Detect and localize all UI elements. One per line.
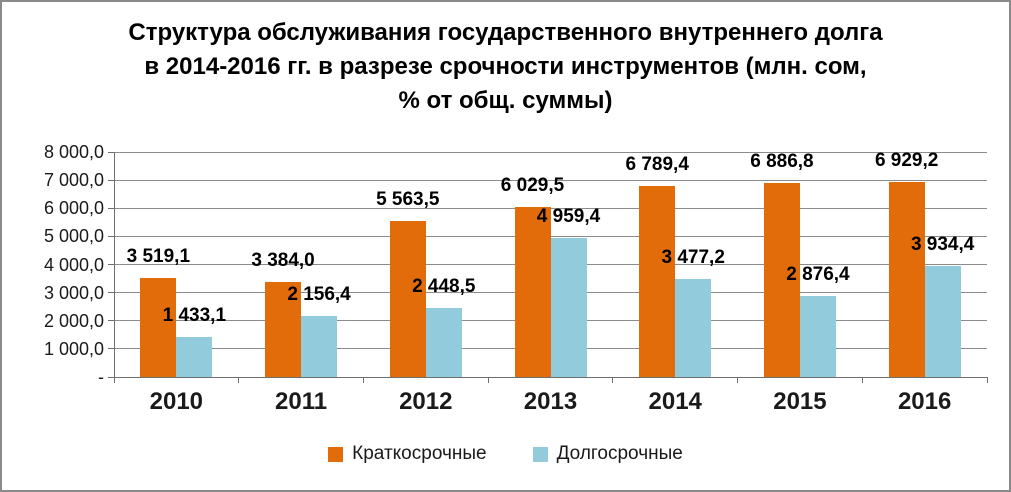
chart-title: Структура обслуживания государственного … (2, 16, 1009, 118)
chart-title-line-2: в 2014-2016 гг. в разрезе срочности инст… (144, 53, 867, 80)
bar-short-term (639, 186, 676, 377)
bar-short-term (888, 182, 925, 377)
x-axis-category-label: 2015 (773, 388, 827, 415)
y-axis-tick (108, 235, 114, 237)
data-label: 2 876,4 (786, 264, 850, 286)
x-axis-tick (362, 377, 364, 383)
x-axis-tick (737, 377, 739, 383)
x-axis-tick (238, 377, 240, 383)
y-axis-tick (108, 207, 114, 209)
data-label: 6 886,8 (750, 151, 814, 173)
data-label: 4 959,4 (536, 205, 601, 227)
x-axis-tick (113, 377, 115, 383)
bar-long-term (799, 296, 836, 377)
x-axis-category-label: 2011 (275, 388, 328, 415)
data-label: 5 563,5 (376, 188, 440, 210)
x-axis-tick (861, 377, 863, 383)
bar-long-term (176, 336, 213, 377)
data-label: 2 448,5 (412, 276, 476, 298)
bar-short-term (763, 183, 800, 377)
data-label: 6 929,2 (874, 150, 939, 172)
y-axis-tick (108, 179, 114, 181)
bar-short-term (389, 220, 426, 377)
y-axis-tick (108, 292, 114, 294)
gridline (114, 179, 987, 181)
legend-swatch-short-term-icon (328, 446, 344, 462)
gridline (114, 151, 987, 153)
bar-long-term (924, 266, 961, 377)
legend-label-long-term: Долгосрочные (556, 443, 683, 464)
y-axis-label: - (98, 367, 104, 387)
y-axis-label: 7 000,0 (43, 170, 104, 191)
legend-swatch-long-term-icon (532, 446, 548, 462)
y-axis-label: 4 000,0 (43, 254, 104, 275)
bar-short-term (265, 281, 302, 377)
y-axis-label: 8 000,0 (43, 142, 104, 162)
x-axis-tick (612, 377, 614, 383)
chart-title-line-3: % от общ. суммы) (398, 87, 613, 114)
data-label: 3 934,4 (910, 234, 975, 256)
x-axis (108, 376, 988, 378)
legend: Краткосрочные Долгосрочные (2, 443, 1009, 465)
bar-long-term (675, 279, 712, 377)
legend-label-short-term: Краткосрочные (352, 443, 487, 464)
chart-title-line-1: Структура обслуживания государственного … (128, 19, 883, 46)
x-axis-tick (487, 377, 489, 383)
y-axis-tick (108, 348, 114, 350)
bar-long-term (550, 237, 587, 377)
data-label: 3 384,0 (251, 249, 315, 271)
y-axis-tick (108, 264, 114, 265)
bar-short-term (140, 278, 177, 377)
data-label: 6 029,5 (500, 175, 565, 197)
x-axis-category-label: 2010 (149, 388, 204, 415)
data-label: 3 519,1 (126, 246, 191, 268)
data-label: 3 477,2 (661, 247, 725, 269)
y-axis-label: 6 000,0 (43, 198, 104, 219)
legend-item-long-term: Долгосрочные (532, 443, 683, 465)
gridline (114, 207, 987, 209)
y-axis-label: 1 000,0 (43, 338, 104, 359)
y-axis-label: 5 000,0 (43, 226, 104, 247)
data-label: 6 789,4 (625, 154, 689, 176)
x-axis-category-label: 2016 (897, 388, 952, 415)
data-label: 1 433,1 (162, 304, 227, 326)
x-axis-tick (986, 377, 988, 383)
y-axis-tick (108, 320, 114, 322)
x-axis-category-label: 2013 (523, 388, 578, 415)
y-axis-label: 2 000,0 (43, 310, 104, 331)
bar-long-term (425, 308, 462, 377)
gridline (114, 235, 987, 237)
bar-long-term (301, 316, 338, 377)
x-axis-category-label: 2014 (648, 388, 702, 415)
data-label: 2 156,4 (287, 284, 351, 306)
y-axis-tick (108, 151, 114, 153)
y-axis (113, 152, 115, 377)
bar-short-term (514, 207, 551, 377)
legend-item-short-term: Краткосрочные (328, 443, 487, 465)
x-axis-category-label: 2012 (399, 388, 453, 415)
y-axis-label: 3 000,0 (43, 282, 104, 303)
